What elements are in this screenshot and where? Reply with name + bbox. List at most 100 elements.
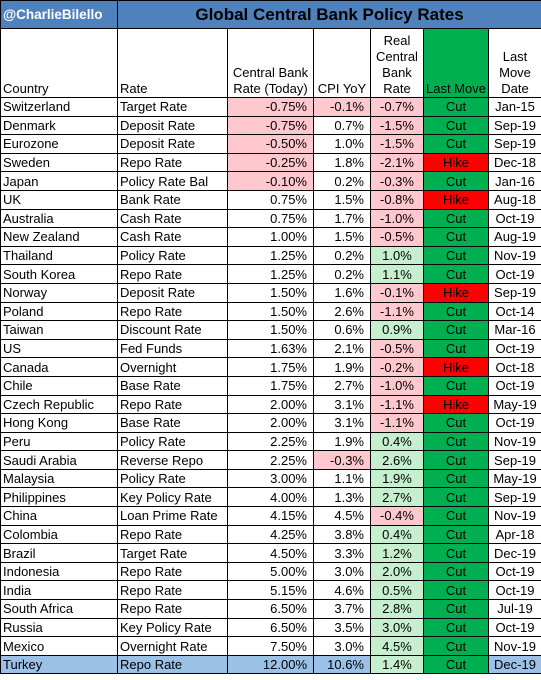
table-row: Taiwan Discount Rate 1.50% 0.6% 0.9% Cut Mar-1… [0,320,541,340]
rate-type-cell: Repo Rate [117,580,228,601]
last-move-cell: Cut [423,320,489,340]
real-rate-cell: -1.1% [370,301,424,322]
real-rate-cell: -1.5% [370,134,424,154]
rate-type-cell: Repo Rate [117,524,228,545]
table-row: US Fed Funds 1.63% 2.1% -0.5% Cut Oct-19 [0,338,541,359]
last-move-date-cell: Oct-19 [487,580,541,601]
last-move-date-cell: Oct-19 [487,338,541,359]
real-rate-cell: -2.1% [370,152,424,173]
table-title: Global Central Bank Policy Rates [116,0,541,29]
rate-type-cell: Target Rate [117,543,228,563]
last-move-cell: Cut [423,580,489,601]
last-move-cell: Hike [423,189,489,210]
real-rate-cell: 4.5% [370,636,424,656]
header-row: Country Rate Central Bank Rate (Today) C… [0,28,541,98]
rate-type-cell: Loan Prime Rate [117,506,228,526]
rate-type-cell: Cash Rate [117,227,228,247]
rate-type-cell: Overnight Rate [117,636,228,656]
table-row: South Korea Repo Rate 1.25% 0.2% 1.1% Cut Oct-… [0,264,541,284]
table-row: China Loan Prime Rate 4.15% 4.5% -0.4% Cut Nov… [0,506,541,526]
rate-type-cell: Deposit Rate [117,282,228,303]
last-move-cell: Hike [423,357,489,377]
real-rate-cell: -1.0% [370,208,424,229]
cb-rate-cell: 1.25% [227,264,314,284]
cb-rate-cell: 1.50% [227,301,314,322]
last-move-date-cell: Mar-16 [487,320,541,340]
country-cell: US [0,338,118,359]
rate-type-cell: Key Policy Rate [117,487,228,508]
cb-rate-cell: 12.00% [227,654,314,675]
country-cell: Canada [0,357,118,377]
rate-type-cell: Cash Rate [117,208,228,229]
cpi-cell: 3.3% [313,543,371,563]
cpi-cell: 0.7% [313,115,371,136]
header-rate: Rate [117,28,228,98]
last-move-cell: Cut [423,468,489,489]
country-cell: Australia [0,208,118,229]
real-rate-cell: 2.8% [370,599,424,619]
rate-type-cell: Key Policy Rate [117,617,228,638]
table-row: Indonesia Repo Rate 5.00% 3.0% 2.0% Cut Oct-19 [0,561,541,582]
cb-rate-cell: -0.10% [227,171,314,191]
real-rate-cell: -1.1% [370,413,424,433]
table-row: Colombia Repo Rate 4.25% 3.8% 0.4% Cut Apr-18 [0,524,541,545]
last-move-cell: Cut [423,543,489,563]
country-cell: China [0,506,118,526]
last-move-date-cell: Oct-19 [487,264,541,284]
cb-rate-cell: 6.50% [227,599,314,619]
country-cell: Indonesia [0,561,118,582]
country-cell: Eurozone [0,134,118,154]
real-rate-cell: -0.4% [370,506,424,526]
last-move-cell: Cut [423,97,489,117]
last-move-date-cell: Oct-18 [487,357,541,377]
last-move-cell: Cut [423,450,489,470]
real-rate-cell: 1.2% [370,543,424,563]
cb-rate-cell: 1.00% [227,227,314,247]
cpi-cell: 3.7% [313,599,371,619]
cb-rate-cell: 4.15% [227,506,314,526]
cpi-cell: 4.6% [313,580,371,601]
last-move-date-cell: Dec-19 [487,543,541,563]
cb-rate-cell: 2.25% [227,450,314,470]
table-row: Mexico Overnight Rate 7.50% 3.0% 4.5% Cut Nov-… [0,636,541,656]
cb-rate-cell: -0.50% [227,134,314,154]
cb-rate-cell: 6.50% [227,617,314,638]
rate-type-cell: Target Rate [117,97,228,117]
country-cell: Russia [0,617,118,638]
cb-rate-cell: 3.00% [227,468,314,489]
table-row: Peru Policy Rate 2.25% 1.9% 0.4% Cut Nov-19 [0,431,541,452]
rate-type-cell: Repo Rate [117,394,228,415]
last-move-cell: Cut [423,636,489,656]
last-move-date-cell: Sep-19 [487,115,541,136]
last-move-date-cell: Oct-14 [487,301,541,322]
cpi-cell: 3.0% [313,561,371,582]
table-row: Czech Republic Repo Rate 2.00% 3.1% -1.1% Hik… [0,394,541,415]
last-move-cell: Hike [423,394,489,415]
country-cell: Philippines [0,487,118,508]
cb-rate-cell: 1.50% [227,320,314,340]
last-move-cell: Cut [423,524,489,545]
cpi-cell: 2.7% [313,375,371,396]
cpi-cell: 1.1% [313,468,371,489]
real-rate-cell: -0.1% [370,282,424,303]
cpi-cell: 0.2% [313,171,371,191]
cpi-cell: 0.6% [313,320,371,340]
table-row: Denmark Deposit Rate -0.75% 0.7% -1.5% Cut Sep… [0,115,541,136]
cb-rate-cell: 4.00% [227,487,314,508]
last-move-cell: Cut [423,654,489,675]
last-move-cell: Cut [423,171,489,191]
last-move-cell: Cut [423,301,489,322]
last-move-cell: Hike [423,282,489,303]
cpi-cell: 1.6% [313,282,371,303]
table-row: Poland Repo Rate 1.50% 2.6% -1.1% Cut Oct-14 [0,301,541,322]
last-move-date-cell: Oct-19 [487,413,541,433]
real-rate-cell: 0.5% [370,580,424,601]
cpi-cell: 3.0% [313,636,371,656]
cb-rate-cell: 2.25% [227,431,314,452]
cb-rate-cell: -0.25% [227,152,314,173]
last-move-date-cell: Nov-19 [487,506,541,526]
table-row: Russia Key Policy Rate 6.50% 3.5% 3.0% Cut Oct… [0,617,541,638]
header-last-move-date: Last Move Date [487,28,541,98]
real-rate-cell: -1.0% [370,375,424,396]
